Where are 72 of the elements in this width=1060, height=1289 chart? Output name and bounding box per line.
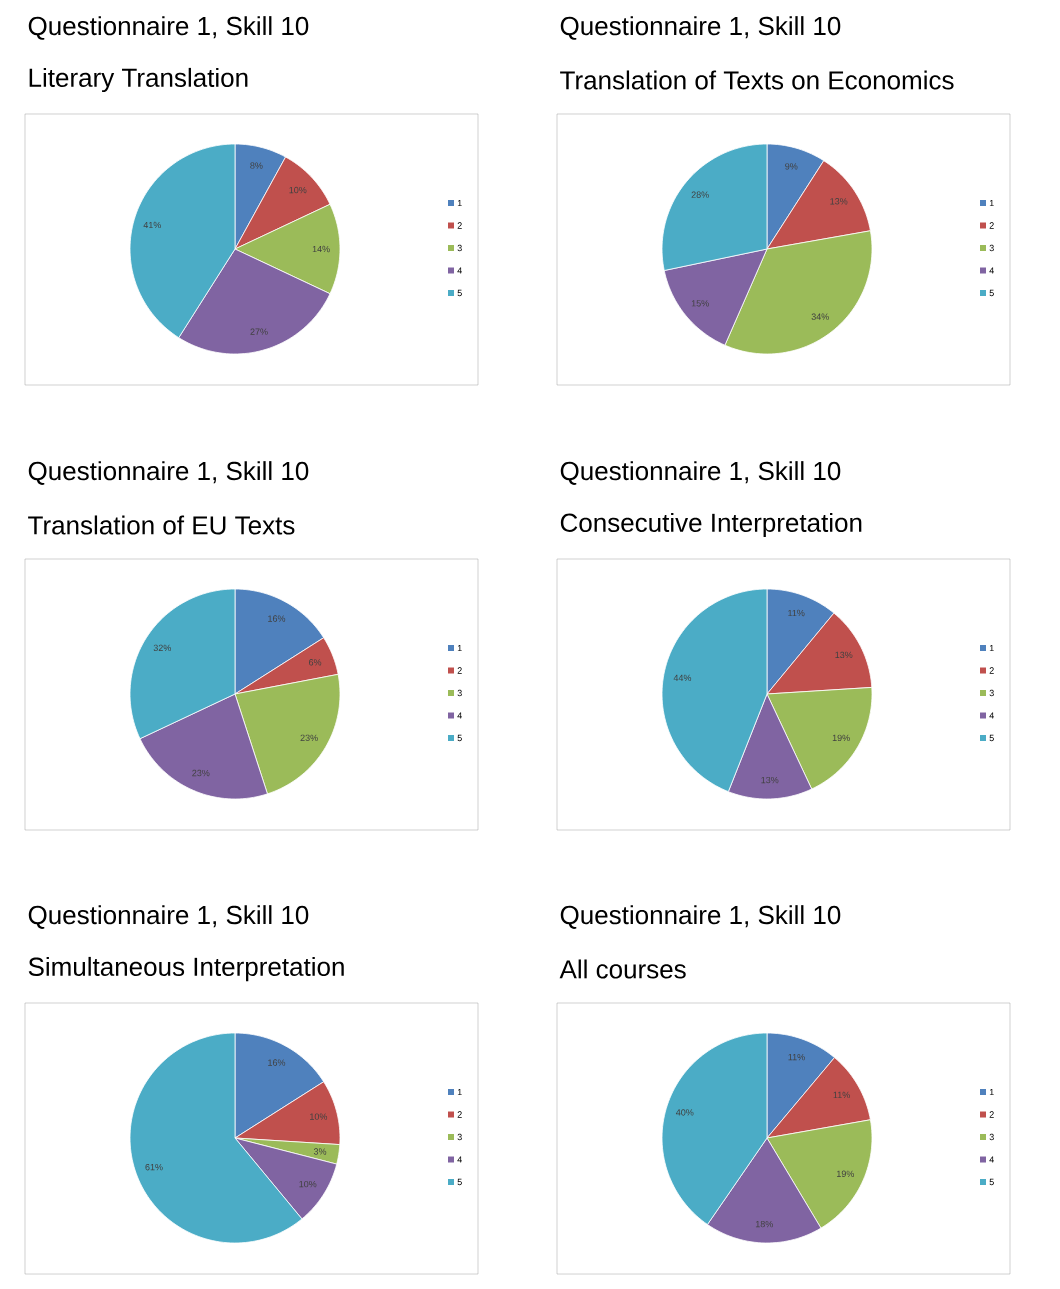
chart-subtitle: All courses [559,959,686,979]
chart-title: Questionnaire 1, Skill 10 [28,905,309,929]
data-label: 15% [691,300,709,307]
legend-label: 5 [989,289,994,297]
chart-title: Questionnaire 1, Skill 10 [560,905,841,929]
legend-label: 4 [457,1156,462,1163]
data-label: 40% [675,1109,694,1116]
legend-label: 4 [989,1156,994,1163]
data-label: 41% [143,221,162,229]
data-label: 44% [673,674,692,682]
data-label: 14% [312,245,330,253]
legend-label: 5 [457,1178,462,1186]
legend-label: 4 [457,712,462,719]
data-label: 32% [153,644,171,652]
data-label: 11% [788,609,805,617]
legend-label: 2 [989,1111,994,1118]
data-label: 19% [832,734,850,742]
legend-label: 1 [989,199,994,207]
legend-label: 5 [457,289,462,297]
legend-label: 2 [457,1111,462,1118]
legend-label: 1 [457,1088,462,1096]
legend-label: 1 [457,199,462,207]
data-label: 10% [289,186,307,194]
data-label: 34% [811,313,829,320]
data-label: 18% [755,1220,773,1228]
data-label: 9% [785,163,798,170]
legend-label: 3 [989,689,994,697]
legend-label: 4 [457,267,462,274]
data-label: 11% [833,1091,850,1099]
data-label: 16% [268,615,286,622]
data-label: 6% [309,659,322,666]
data-label: 10% [299,1180,317,1188]
data-label: 23% [192,769,210,777]
chart-subtitle: Translation of EU Texts [28,515,295,535]
legend-label: 2 [457,222,462,229]
legend-label: 4 [989,712,994,719]
chart-subtitle: Consecutive Interpretation [560,512,862,538]
chart-title: Questionnaire 1, Skill 10 [28,16,309,40]
chart-subtitle: Translation of Texts on Economics [560,70,954,90]
data-label: 61% [145,1163,163,1171]
legend-label: 3 [457,1133,462,1141]
legend-label: 2 [989,667,994,674]
data-label: 28% [691,191,709,198]
data-label: 19% [837,1170,855,1177]
chart-subtitle: Simultaneous Interpretation [28,956,344,982]
chart-subtitle: Literary Translation [29,67,248,93]
legend-label: 5 [989,734,994,742]
legend-label: 1 [989,1088,994,1096]
legend-label: 2 [989,222,994,229]
legend-label: 5 [457,734,462,742]
chart-title: Questionnaire 1, Skill 10 [28,461,309,485]
legend-label: 3 [989,1133,994,1141]
legend-label: 3 [457,689,462,697]
data-label: 23% [300,734,318,742]
data-label: 27% [250,328,268,335]
chart-title: Questionnaire 1, Skill 10 [560,16,841,40]
legend-label: 1 [989,644,994,652]
data-label: 11% [788,1053,805,1061]
legend-label: 1 [457,644,462,652]
legend-label: 3 [457,244,462,252]
legend-label: 4 [989,267,994,274]
data-label: 8% [250,162,263,169]
legend-label: 2 [457,667,462,674]
data-label: 13% [830,198,848,205]
data-label: 13% [761,776,779,784]
data-label: 10% [310,1113,328,1120]
chart-title: Questionnaire 1, Skill 10 [560,461,841,485]
data-label: 16% [268,1059,286,1066]
data-label: 13% [835,651,853,659]
data-label: 3% [313,1148,327,1155]
legend-label: 3 [989,244,994,252]
legend-label: 5 [989,1178,994,1186]
